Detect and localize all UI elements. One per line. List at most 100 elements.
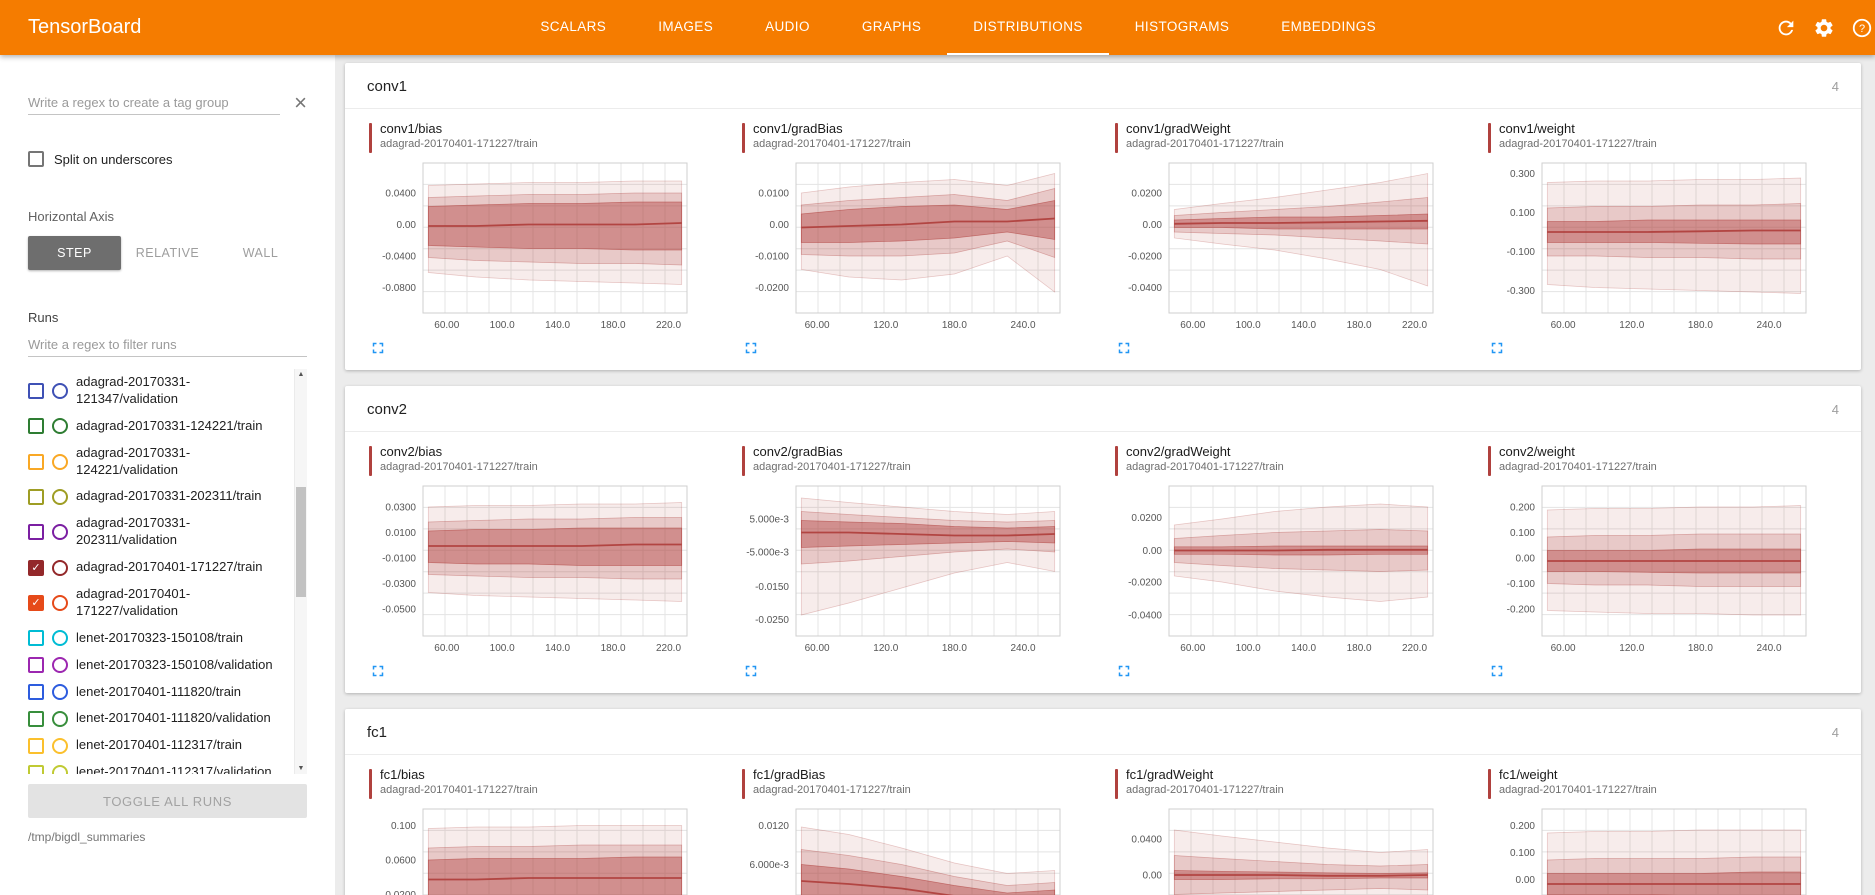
scrollbar-thumb[interactable] bbox=[296, 487, 306, 597]
distribution-plot[interactable]: 0.200 0.100 0.00 -0.100 -0.200 60.00 120.0 180.… bbox=[1488, 480, 1818, 658]
axis-button-step[interactable]: STEP bbox=[28, 236, 121, 270]
run-row[interactable]: adagrad-20170331-124221/validation bbox=[28, 440, 291, 484]
run-checkbox-icon[interactable] bbox=[28, 418, 44, 435]
y-tick-label: 0.200 bbox=[1510, 821, 1535, 832]
distribution-plot[interactable]: 0.0400 0.00 -0.0400 -0.0800 60.00 100.0 140.0 1… bbox=[369, 157, 699, 335]
run-checkbox-icon[interactable] bbox=[28, 630, 44, 647]
run-radio-icon[interactable] bbox=[52, 737, 68, 754]
expand-chart-button[interactable] bbox=[369, 662, 387, 680]
run-radio-icon[interactable] bbox=[52, 418, 68, 435]
chart-title: fc1/bias bbox=[380, 767, 425, 782]
run-checkbox-icon[interactable]: ✓ bbox=[28, 559, 44, 576]
run-row[interactable]: adagrad-20170331-124221/train bbox=[28, 413, 291, 440]
card-header[interactable]: conv2 4 bbox=[345, 386, 1861, 432]
run-checkbox-icon[interactable] bbox=[28, 684, 44, 701]
distribution-plot[interactable]: 0.300 0.100 -0.100 -0.300 60.00 120.0 180.0 240… bbox=[1488, 157, 1818, 335]
run-row[interactable]: adagrad-20170331-121347/validation bbox=[28, 369, 291, 413]
chart-run-label: adagrad-20170401-171227/train bbox=[1499, 461, 1657, 473]
run-checkbox-icon[interactable] bbox=[28, 524, 44, 541]
runs-scrollbar[interactable]: ▲ ▼ bbox=[294, 369, 307, 774]
run-row[interactable]: lenet-20170401-112317/validation bbox=[28, 759, 291, 774]
run-radio-icon[interactable] bbox=[52, 710, 68, 727]
run-checkbox-icon[interactable] bbox=[28, 737, 44, 754]
scroll-down-icon[interactable]: ▼ bbox=[297, 765, 305, 772]
run-checkbox-icon[interactable] bbox=[28, 453, 44, 470]
split-underscores-row[interactable]: Split on underscores bbox=[28, 151, 307, 167]
run-radio-icon[interactable] bbox=[52, 630, 68, 647]
run-radio-icon[interactable] bbox=[52, 764, 68, 774]
run-checkbox-icon[interactable]: ✓ bbox=[28, 594, 44, 611]
svg-text:?: ? bbox=[1859, 22, 1865, 34]
expand-chart-button[interactable] bbox=[1488, 339, 1506, 357]
run-checkbox-icon[interactable] bbox=[28, 382, 44, 399]
run-row[interactable]: lenet-20170323-150108/validation bbox=[28, 652, 291, 679]
refresh-icon[interactable] bbox=[1775, 17, 1797, 39]
distribution-plot[interactable]: 5.000e-3 -5.000e-3 -0.0150 -0.0250 60.00 120.… bbox=[742, 480, 1072, 658]
run-row[interactable]: adagrad-20170331-202311/train bbox=[28, 483, 291, 510]
tab-images[interactable]: IMAGES bbox=[658, 19, 714, 34]
help-icon[interactable]: ? bbox=[1851, 17, 1873, 39]
run-radio-icon[interactable] bbox=[52, 382, 68, 399]
tab-distributions[interactable]: DISTRIBUTIONS bbox=[947, 0, 1109, 55]
checkbox-icon[interactable] bbox=[28, 151, 44, 167]
card-header[interactable]: conv1 4 bbox=[345, 63, 1861, 109]
expand-chart-button[interactable] bbox=[1115, 339, 1133, 357]
card-header[interactable]: fc1 4 bbox=[345, 709, 1861, 755]
chart-head: fc1/weight adagrad-20170401-171227/train bbox=[1488, 767, 1837, 799]
toggle-all-runs-button[interactable]: TOGGLE ALL RUNS bbox=[28, 784, 307, 818]
distribution-plot[interactable]: 0.0200 0.00 -0.0200 -0.0400 60.00 100.0 140.0 1… bbox=[1115, 157, 1445, 335]
run-radio-icon[interactable] bbox=[52, 524, 68, 541]
expand-chart-button[interactable] bbox=[369, 339, 387, 357]
tab-embeddings[interactable]: EMBEDDINGS bbox=[1281, 19, 1377, 34]
y-tick-label: 0.00 bbox=[397, 220, 417, 231]
expand-chart-button[interactable] bbox=[1488, 662, 1506, 680]
distribution-plot[interactable]: 0.0100 0.00 -0.0100 -0.0200 60.00 120.0 180.0 2… bbox=[742, 157, 1072, 335]
run-row[interactable]: lenet-20170323-150108/train bbox=[28, 625, 291, 652]
run-row[interactable]: ✓ adagrad-20170401-171227/validation bbox=[28, 581, 291, 625]
run-radio-icon[interactable] bbox=[52, 684, 68, 701]
run-radio-icon[interactable] bbox=[52, 453, 68, 470]
run-row[interactable]: lenet-20170401-111820/train bbox=[28, 679, 291, 706]
run-row[interactable]: lenet-20170401-111820/validation bbox=[28, 705, 291, 732]
run-row[interactable]: lenet-20170401-112317/train bbox=[28, 732, 291, 759]
gear-icon[interactable] bbox=[1813, 17, 1835, 39]
run-radio-icon[interactable] bbox=[52, 488, 68, 505]
run-radio-icon[interactable] bbox=[52, 559, 68, 576]
expand-chart-button[interactable] bbox=[742, 339, 760, 357]
run-checkbox-icon[interactable] bbox=[28, 657, 44, 674]
run-color-bar bbox=[369, 446, 372, 476]
run-row[interactable]: ✓ adagrad-20170401-171227/train bbox=[28, 554, 291, 581]
tab-histograms[interactable]: HISTOGRAMS bbox=[1134, 19, 1230, 34]
tab-scalars[interactable]: SCALARS bbox=[540, 19, 607, 34]
distribution-plot[interactable]: 0.0300 0.0100 -0.0100 -0.0300 -0.0500 60.00 10… bbox=[369, 480, 699, 658]
scroll-up-icon[interactable]: ▲ bbox=[297, 371, 305, 378]
x-tick-label: 100.0 bbox=[490, 320, 515, 331]
expand-chart-button[interactable] bbox=[1115, 662, 1133, 680]
run-checkbox-icon[interactable] bbox=[28, 710, 44, 727]
chart-fc1-gradBias: fc1/gradBias adagrad-20170401-171227/trai… bbox=[730, 767, 1103, 895]
run-radio-icon[interactable] bbox=[52, 657, 68, 674]
run-row[interactable]: adagrad-20170331-202311/validation bbox=[28, 510, 291, 554]
run-radio-icon[interactable] bbox=[52, 594, 68, 611]
run-checkbox-icon[interactable] bbox=[28, 488, 44, 505]
chart-titles: conv1/weight adagrad-20170401-171227/trai… bbox=[1499, 121, 1657, 150]
axis-button-relative[interactable]: RELATIVE bbox=[121, 236, 214, 270]
run-color-bar bbox=[742, 769, 745, 799]
x-tick-label: 180.0 bbox=[601, 320, 626, 331]
axis-button-wall[interactable]: WALL bbox=[214, 236, 307, 270]
runs-filter-input[interactable] bbox=[28, 333, 307, 357]
run-checkbox-icon[interactable] bbox=[28, 764, 44, 774]
chart-run-label: adagrad-20170401-171227/train bbox=[380, 138, 538, 150]
tag-group-input[interactable] bbox=[28, 91, 281, 115]
tab-audio[interactable]: AUDIO bbox=[765, 19, 810, 34]
distribution-plot[interactable]: 0.0200 0.00 -0.0200 -0.0400 60.00 100.0 140.0 1… bbox=[1115, 480, 1445, 658]
close-icon[interactable]: × bbox=[294, 90, 307, 115]
tab-graphs[interactable]: GRAPHS bbox=[861, 19, 922, 34]
expand-chart-button[interactable] bbox=[742, 662, 760, 680]
run-label: adagrad-20170331-202311/validation bbox=[76, 515, 191, 548]
chart-head: conv2/gradWeight adagrad-20170401-171227/… bbox=[1115, 444, 1464, 476]
